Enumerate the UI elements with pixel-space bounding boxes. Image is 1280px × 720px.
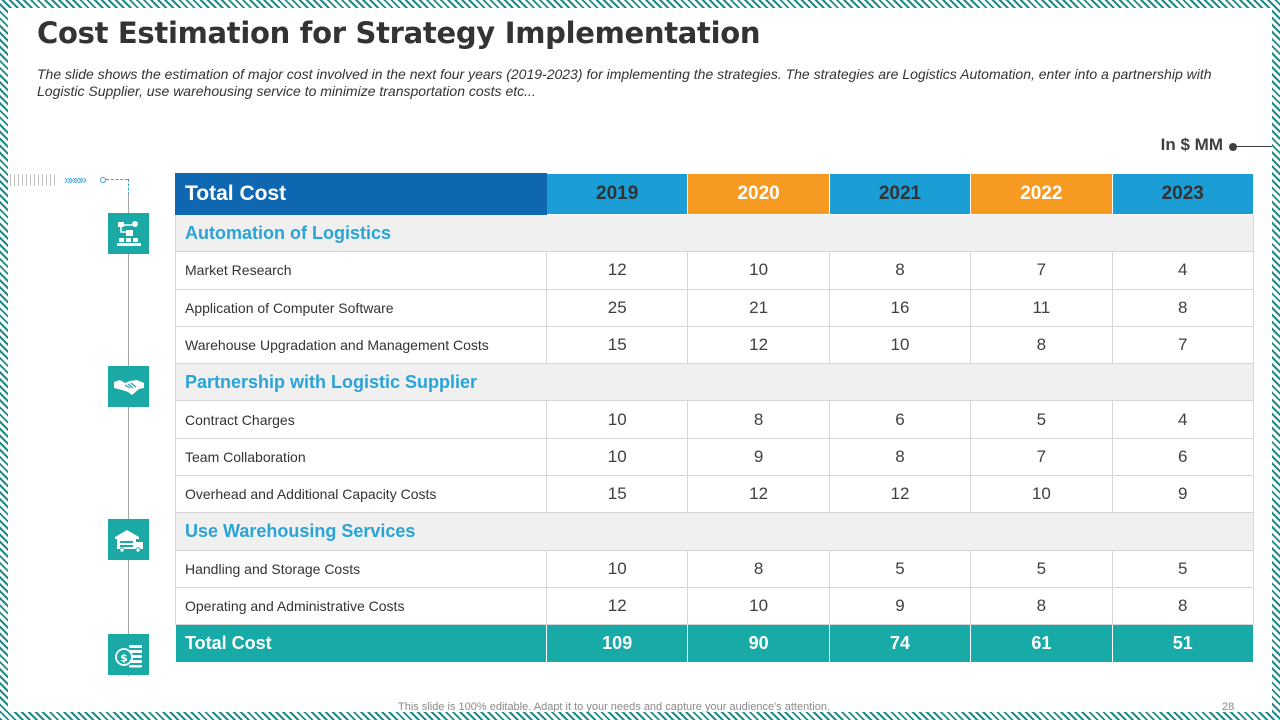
cost-value-cell: 9 bbox=[828, 586, 972, 626]
total-value-cell: 51 bbox=[1111, 624, 1254, 664]
timeline-line bbox=[128, 194, 129, 676]
row-label: Contract Charges bbox=[175, 400, 547, 439]
cost-value-cell: 10 bbox=[687, 586, 830, 626]
year-header-2023: 2023 bbox=[1111, 173, 1254, 215]
cost-value-cell: 10 bbox=[545, 437, 689, 477]
cost-value-cell: 4 bbox=[1111, 251, 1254, 290]
footer-note: This slide is 100% editable. Adapt it to… bbox=[398, 701, 830, 712]
cost-value-cell: 12 bbox=[545, 251, 689, 290]
header-row: Total Cost 2019 2020 2021 2022 2023 bbox=[175, 173, 1254, 215]
cost-value-cell: 8 bbox=[828, 251, 972, 290]
cost-value-cell: 8 bbox=[828, 437, 972, 477]
cost-value-cell: 12 bbox=[828, 475, 972, 514]
chevrons-icon: »»»» bbox=[64, 172, 87, 187]
cost-value-cell: 7 bbox=[970, 251, 1113, 290]
row-label: Warehouse Upgradation and Management Cos… bbox=[175, 325, 547, 365]
total-value-cell: 109 bbox=[545, 624, 689, 664]
table-row: Operating and Administrative Costs 12 10 9 8… bbox=[175, 586, 1254, 626]
year-header-2021: 2021 bbox=[828, 173, 972, 215]
cost-value-cell: 7 bbox=[970, 437, 1113, 477]
cost-value-cell: 12 bbox=[687, 325, 830, 365]
decorative-circle bbox=[100, 177, 106, 183]
total-row: Total Cost 109 90 74 61 51 bbox=[175, 624, 1254, 664]
row-label: Application of Computer Software bbox=[175, 288, 547, 327]
logistics-automation-icon bbox=[108, 213, 149, 254]
total-value-cell: 90 bbox=[687, 624, 830, 664]
cost-value-cell: 6 bbox=[828, 400, 972, 439]
cost-value-cell: 21 bbox=[687, 288, 830, 327]
decorative-bars bbox=[8, 174, 58, 186]
cost-value-cell: 12 bbox=[545, 586, 689, 626]
cost-value-cell: 9 bbox=[1111, 475, 1254, 514]
warehouse-truck-icon bbox=[108, 519, 149, 560]
year-header-2020: 2020 bbox=[687, 173, 830, 215]
cost-value-cell: 12 bbox=[687, 475, 830, 514]
handshake-icon bbox=[108, 366, 149, 407]
svg-text:$: $ bbox=[120, 651, 128, 664]
cost-value-cell: 8 bbox=[1111, 288, 1254, 327]
table-row: Handling and Storage Costs 10 8 5 5 5 bbox=[175, 549, 1254, 588]
cost-value-cell: 7 bbox=[1111, 325, 1254, 365]
unit-dot bbox=[1229, 143, 1237, 151]
category-title: Use Warehousing Services bbox=[175, 512, 1254, 551]
cost-value-cell: 6 bbox=[1111, 437, 1254, 477]
cost-value-cell: 4 bbox=[1111, 400, 1254, 439]
cost-value-cell: 10 bbox=[545, 549, 689, 588]
total-value-cell: 74 bbox=[828, 624, 972, 664]
slide-subtitle: The slide shows the estimation of major … bbox=[37, 66, 1212, 99]
category-row: Partnership with Logistic Supplier bbox=[175, 363, 1254, 402]
cost-value-cell: 10 bbox=[687, 251, 830, 290]
cost-value-cell: 10 bbox=[828, 325, 972, 365]
table-row: Warehouse Upgradation and Management Cos… bbox=[175, 325, 1254, 365]
slide-title: Cost Estimation for Strategy Implementat… bbox=[37, 16, 761, 50]
category-title: Partnership with Logistic Supplier bbox=[175, 363, 1254, 402]
table-row: Overhead and Additional Capacity Costs 15… bbox=[175, 475, 1254, 514]
cost-value-cell: 5 bbox=[828, 549, 972, 588]
page-number: 28 bbox=[1222, 701, 1235, 712]
row-label: Operating and Administrative Costs bbox=[175, 586, 547, 626]
category-title: Automation of Logistics bbox=[175, 213, 1254, 253]
cost-value-cell: 25 bbox=[545, 288, 689, 327]
unit-connector-line bbox=[1237, 146, 1272, 147]
cost-value-cell: 10 bbox=[545, 400, 689, 439]
row-label: Market Research bbox=[175, 251, 547, 290]
money-stack-icon: $ bbox=[108, 634, 149, 675]
decorative-dashed-connector bbox=[128, 179, 129, 195]
table-row: Application of Computer Software 25 21 16 11… bbox=[175, 288, 1254, 327]
cost-value-cell: 8 bbox=[970, 325, 1113, 365]
row-label: Handling and Storage Costs bbox=[175, 549, 547, 588]
row-label: Team Collaboration bbox=[175, 437, 547, 477]
cost-value-cell: 11 bbox=[970, 288, 1113, 327]
year-header-2019: 2019 bbox=[545, 173, 689, 215]
category-row: Automation of Logistics bbox=[175, 213, 1254, 253]
decorative-dashed-line bbox=[106, 179, 128, 180]
total-value-cell: 61 bbox=[970, 624, 1113, 664]
cost-table: Total Cost 2019 2020 2021 2022 2023 Automation… bbox=[175, 173, 1254, 664]
row-label: Overhead and Additional Capacity Costs bbox=[175, 475, 547, 514]
slide: Cost Estimation for Strategy Implementat… bbox=[8, 8, 1272, 712]
table-row: Market Research 12 10 8 7 4 bbox=[175, 251, 1254, 290]
cost-value-cell: 5 bbox=[970, 549, 1113, 588]
unit-label: In $ MM bbox=[1160, 135, 1223, 154]
cost-value-cell: 8 bbox=[687, 400, 830, 439]
category-row: Use Warehousing Services bbox=[175, 512, 1254, 551]
total-label: Total Cost bbox=[175, 624, 547, 664]
cost-value-cell: 5 bbox=[1111, 549, 1254, 588]
header-total-cost-label: Total Cost bbox=[175, 173, 547, 215]
cost-value-cell: 15 bbox=[545, 325, 689, 365]
cost-value-cell: 8 bbox=[1111, 586, 1254, 626]
cost-value-cell: 15 bbox=[545, 475, 689, 514]
year-header-2022: 2022 bbox=[970, 173, 1113, 215]
table-row: Team Collaboration 10 9 8 7 6 bbox=[175, 437, 1254, 477]
cost-value-cell: 10 bbox=[970, 475, 1113, 514]
table-row: Contract Charges 10 8 6 5 4 bbox=[175, 400, 1254, 439]
cost-value-cell: 8 bbox=[970, 586, 1113, 626]
cost-value-cell: 8 bbox=[687, 549, 830, 588]
cost-value-cell: 9 bbox=[687, 437, 830, 477]
cost-value-cell: 16 bbox=[828, 288, 972, 327]
cost-value-cell: 5 bbox=[970, 400, 1113, 439]
